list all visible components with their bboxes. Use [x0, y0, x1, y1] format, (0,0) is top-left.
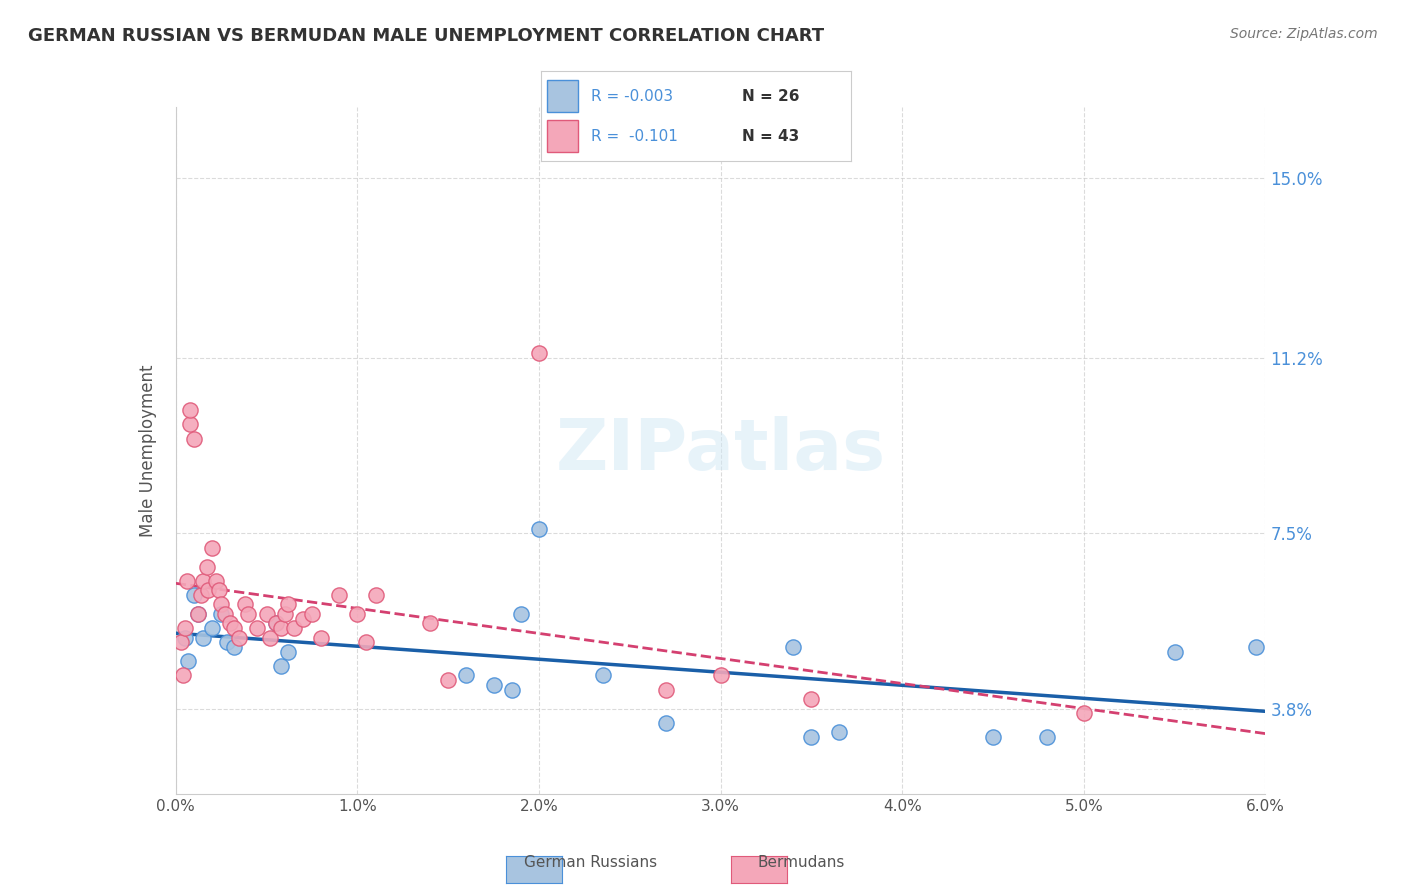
Point [179, 403, 201, 417]
Point [1246, 640, 1268, 654]
Text: R = -0.003: R = -0.003 [591, 89, 673, 103]
Point [592, 668, 614, 682]
Point [222, 640, 245, 654]
Point [270, 659, 292, 673]
Bar [547, 120, 578, 152]
Point [981, 730, 1004, 744]
Point [527, 522, 550, 536]
Point [419, 616, 441, 631]
Point [482, 678, 505, 692]
Point [170, 635, 193, 649]
Point [827, 725, 849, 739]
Point [222, 621, 245, 635]
Point [238, 607, 260, 621]
Point [201, 621, 224, 635]
Point [183, 432, 205, 446]
Point [176, 574, 198, 588]
Text: ZIPatlas: ZIPatlas [555, 416, 886, 485]
Point [177, 654, 200, 668]
Point [800, 730, 823, 744]
Text: R =  -0.101: R = -0.101 [591, 129, 678, 144]
Point [710, 668, 733, 682]
Point [509, 607, 531, 621]
Point [301, 607, 323, 621]
Point [277, 598, 299, 612]
Text: Source: ZipAtlas.com: Source: ZipAtlas.com [1230, 27, 1378, 41]
Point [274, 607, 297, 621]
Text: Bermudans: Bermudans [758, 855, 845, 870]
Point [527, 346, 550, 360]
Point [309, 631, 332, 645]
Point [277, 645, 299, 659]
Point [173, 631, 195, 645]
Point [264, 616, 287, 631]
Point [186, 607, 209, 621]
Point [1073, 706, 1095, 721]
Point [256, 607, 278, 621]
Point [246, 621, 269, 635]
Point [191, 574, 214, 588]
Text: German Russians: German Russians [524, 855, 657, 870]
Point [655, 715, 678, 730]
Point [197, 583, 219, 598]
Point [208, 583, 231, 598]
Point [782, 640, 804, 654]
Point [209, 607, 232, 621]
Point [195, 559, 218, 574]
Point [219, 616, 242, 631]
Point [800, 692, 823, 706]
Point [186, 607, 209, 621]
Point [214, 607, 236, 621]
Point [179, 417, 201, 432]
Point [201, 541, 224, 555]
Point [172, 668, 194, 682]
Point [346, 607, 368, 621]
Point [501, 682, 523, 697]
Point [190, 588, 212, 602]
Point [356, 635, 378, 649]
Point [328, 588, 350, 602]
Y-axis label: Male Unemployment: Male Unemployment [139, 364, 157, 537]
Point [233, 598, 256, 612]
Point [173, 621, 195, 635]
Point [264, 616, 287, 631]
Point [215, 635, 238, 649]
Point [209, 598, 232, 612]
Point [655, 682, 678, 697]
Point [191, 631, 214, 645]
Point [259, 631, 281, 645]
Text: N = 26: N = 26 [742, 89, 800, 103]
Point [228, 631, 250, 645]
Point [456, 668, 478, 682]
Text: N = 43: N = 43 [742, 129, 800, 144]
Text: GERMAN RUSSIAN VS BERMUDAN MALE UNEMPLOYMENT CORRELATION CHART: GERMAN RUSSIAN VS BERMUDAN MALE UNEMPLOY… [28, 27, 824, 45]
Point [270, 621, 292, 635]
Point [437, 673, 460, 688]
Point [1163, 645, 1185, 659]
Point [364, 588, 387, 602]
Point [291, 612, 314, 626]
Point [283, 621, 305, 635]
Bar [547, 80, 578, 112]
Point [1036, 730, 1059, 744]
Point [183, 588, 205, 602]
Point [204, 574, 226, 588]
